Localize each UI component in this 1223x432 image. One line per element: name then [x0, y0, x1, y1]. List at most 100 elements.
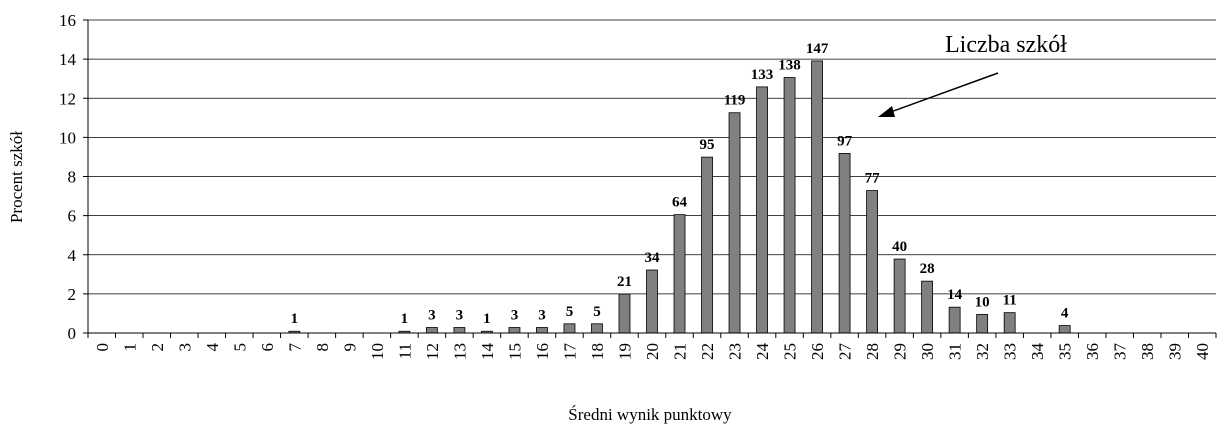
bar [1058, 325, 1071, 334]
y-tick-label: 12 [59, 89, 76, 108]
bar [728, 112, 741, 334]
data-label: 119 [724, 93, 746, 109]
data-label: 133 [751, 67, 774, 83]
bar [811, 60, 823, 334]
x-tick-label: 13 [450, 343, 469, 360]
bar [756, 86, 768, 334]
data-label: 64 [672, 195, 688, 211]
data-label: 5 [593, 304, 601, 320]
data-label: 34 [645, 250, 661, 266]
x-tick-label: 12 [423, 343, 442, 360]
x-tick-label: 19 [615, 343, 634, 360]
x-tick-label: 33 [1001, 343, 1020, 360]
data-label: 1 [483, 311, 491, 327]
x-tick-label: 24 [753, 343, 772, 361]
x-tick-label: 10 [368, 343, 387, 360]
x-tick-label: 27 [836, 343, 855, 361]
data-label: 3 [428, 308, 436, 324]
bar [673, 214, 686, 334]
data-label: 5 [566, 304, 574, 320]
bar [893, 258, 906, 334]
x-tick-label: 32 [973, 343, 992, 360]
bar [838, 153, 851, 334]
bar [701, 156, 713, 334]
bar [948, 306, 961, 334]
bar [563, 323, 576, 334]
data-label: 28 [920, 261, 935, 277]
arrow-head [878, 106, 895, 117]
data-label: 21 [617, 274, 632, 290]
bar [591, 323, 603, 334]
bar [453, 327, 466, 334]
x-tick-label: 1 [120, 343, 139, 352]
x-tick-label: 23 [726, 343, 745, 360]
data-label: 11 [1003, 293, 1017, 309]
data-label: 14 [947, 287, 963, 303]
y-tick-label: 16 [59, 11, 76, 30]
x-tick-label: 4 [203, 343, 222, 352]
bar [536, 327, 548, 334]
arrow [887, 72, 999, 114]
x-tick-label: 31 [946, 343, 965, 360]
y-tick-label: 6 [68, 207, 77, 226]
data-label: 147 [806, 41, 829, 57]
x-tick-label: 9 [340, 343, 359, 352]
x-tick-label: 39 [1166, 343, 1185, 360]
x-tick-label: 14 [478, 343, 497, 361]
bar [783, 77, 796, 334]
data-label: 95 [700, 137, 715, 153]
x-tick-label: 21 [671, 343, 690, 360]
bar [646, 269, 658, 334]
data-label: 97 [837, 133, 853, 149]
y-tick-label: 0 [68, 324, 77, 343]
x-tick-label: 7 [285, 343, 304, 352]
data-label: 1 [401, 311, 409, 327]
x-tick-label: 36 [1083, 343, 1102, 360]
x-tick-label: 25 [781, 343, 800, 360]
x-tick-label: 28 [863, 343, 882, 360]
y-tick-label: 2 [68, 285, 77, 304]
y-tick-label: 4 [68, 246, 77, 265]
x-tick-label: 37 [1111, 343, 1130, 361]
x-tick-label: 35 [1056, 343, 1075, 360]
data-label: 77 [865, 171, 881, 187]
x-axis-label: Średni wynik punktowy [568, 405, 732, 424]
y-tick-label: 8 [68, 168, 77, 187]
x-tick-label: 29 [891, 343, 910, 360]
y-axis-label: Procent szkół [7, 131, 26, 223]
x-tick-label: 0 [93, 343, 112, 352]
data-label: 4 [1061, 306, 1069, 322]
x-tick-label: 5 [230, 343, 249, 352]
data-label: 10 [975, 294, 990, 310]
bar [921, 280, 934, 334]
bar [426, 327, 438, 334]
x-tick-label: 6 [258, 343, 277, 352]
data-label: 3 [538, 308, 546, 324]
bar [508, 327, 521, 334]
data-label: 40 [892, 239, 907, 255]
x-tick-label: 16 [533, 343, 552, 360]
bar [976, 314, 989, 334]
data-label: 1 [291, 311, 299, 327]
x-tick-label: 40 [1193, 343, 1212, 360]
bar [866, 190, 878, 334]
x-tick-label: 34 [1028, 343, 1047, 361]
x-tick-label: 26 [808, 343, 827, 360]
bar [618, 293, 631, 334]
y-tick-label: 10 [59, 128, 76, 147]
x-tick-label: 8 [313, 343, 332, 352]
x-tick-label: 38 [1138, 343, 1157, 360]
x-tick-label: 11 [395, 343, 414, 359]
data-label: 3 [511, 308, 519, 324]
x-tick-label: 18 [588, 343, 607, 360]
x-tick-label: 20 [643, 343, 662, 360]
data-label: 3 [456, 308, 464, 324]
x-tick-label: 3 [175, 343, 194, 352]
y-tick-label: 14 [59, 50, 77, 69]
x-tick-label: 17 [560, 343, 579, 361]
data-label: 138 [778, 58, 801, 74]
bar [1003, 312, 1016, 334]
x-tick-label: 30 [918, 343, 937, 360]
x-tick-label: 15 [505, 343, 524, 360]
